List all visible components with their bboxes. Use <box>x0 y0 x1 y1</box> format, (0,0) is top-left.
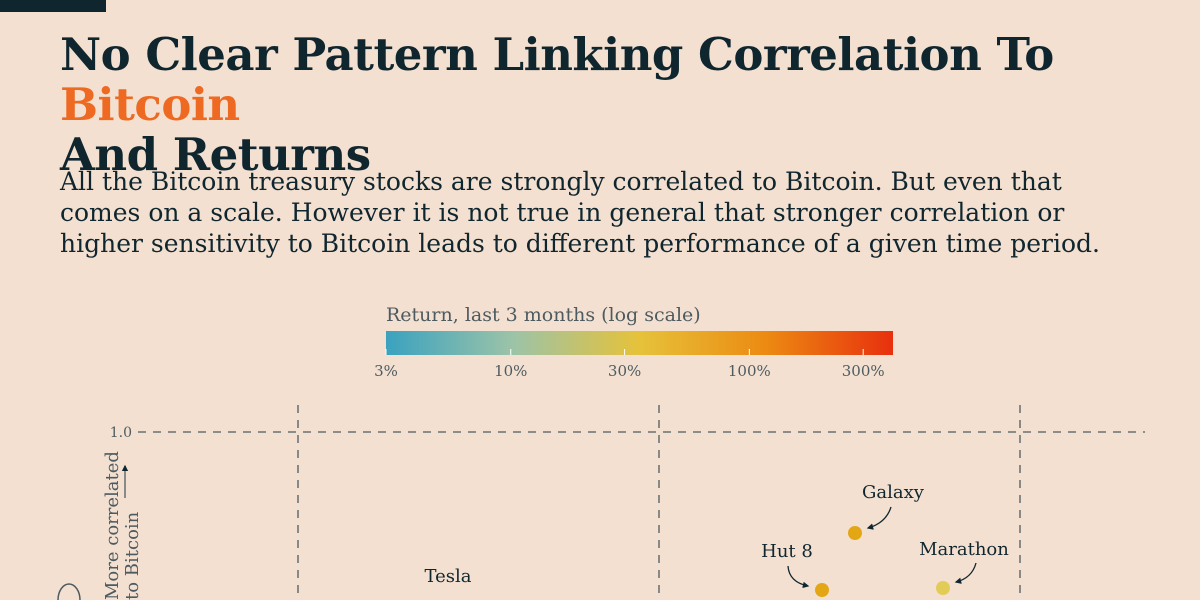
title-tail: And Returns <box>60 128 371 181</box>
legend-tick-label-1: 3% <box>374 362 398 380</box>
legend-tick-label-3: 30% <box>608 362 641 380</box>
label-hut-8: Hut 8 <box>761 541 813 562</box>
legend-tick-label-4: 100% <box>728 362 771 380</box>
legend-gradient-bar <box>386 331 893 355</box>
legend-title: Return, last 3 months (log scale) <box>386 304 701 326</box>
title-main: No Clear Pattern Linking Correlation To <box>60 28 1054 81</box>
y-axis-label: More correlated to Bitcoin <box>102 451 143 600</box>
arrow-galaxy <box>866 506 892 530</box>
point-marathon <box>936 581 950 595</box>
gridlines <box>138 405 1145 600</box>
title-accent: Bitcoin <box>60 78 240 131</box>
point-hut-8 <box>815 583 829 597</box>
axis-badge <box>57 583 81 600</box>
label-marathon: Marathon <box>919 539 1009 560</box>
arrow-hut-8 <box>787 565 810 589</box>
point-galaxy <box>848 526 862 540</box>
arrow-marathon <box>954 562 977 584</box>
page-title: No Clear Pattern Linking Correlation To … <box>60 30 1190 180</box>
subtitle: All the Bitcoin treasury stocks are stro… <box>60 167 1100 258</box>
legend-tick-label-5: 300% <box>842 362 885 380</box>
y-axis-label-line1: More correlated <box>102 451 123 600</box>
chart: Return, last 3 months (log scale) 3% 10% 3… <box>57 304 1145 600</box>
scatter-points: Galaxy Hut 8 Marathon Tesla <box>425 482 1009 597</box>
y-tick-label: 1.0 <box>110 425 132 441</box>
legend-ticks: 3% 10% 30% 100% 300% <box>374 349 885 380</box>
label-galaxy: Galaxy <box>862 482 925 503</box>
corner-accent-bar <box>0 0 106 12</box>
y-axis-label-line2: to Bitcoin <box>122 511 143 600</box>
legend-tick-label-2: 10% <box>494 362 527 380</box>
label-tesla: Tesla <box>425 566 472 587</box>
